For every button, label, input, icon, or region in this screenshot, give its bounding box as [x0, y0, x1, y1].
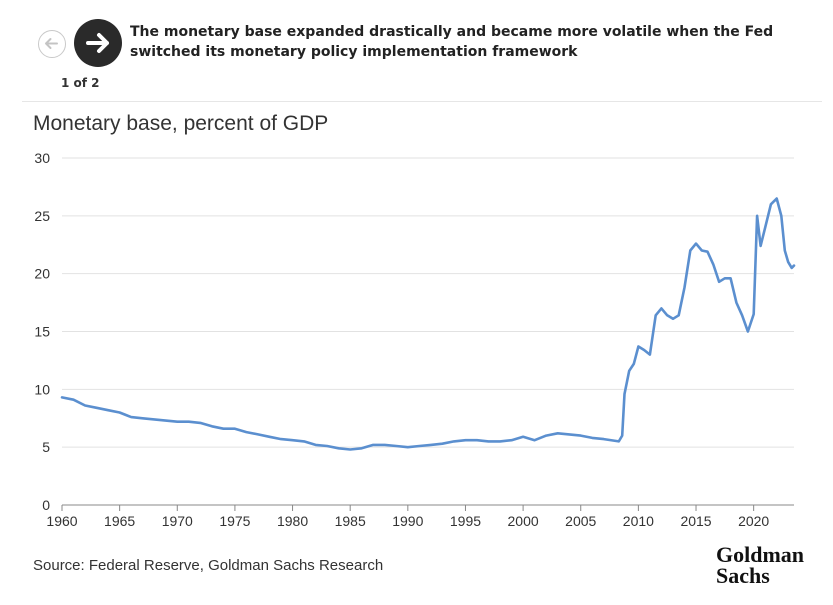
goldman-sachs-logo: Goldman Sachs	[716, 542, 816, 588]
x-tick-label: 1965	[104, 513, 135, 529]
y-tick-label: 30	[34, 150, 50, 166]
header-divider	[22, 101, 822, 102]
x-tick-label: 1995	[450, 513, 481, 529]
x-tick-label: 2020	[738, 513, 769, 529]
x-tick-label: 2005	[565, 513, 596, 529]
x-tick-label: 1960	[46, 513, 77, 529]
y-tick-label: 5	[42, 439, 50, 455]
source-note: Source: Federal Reserve, Goldman Sachs R…	[33, 557, 384, 574]
previous-button[interactable]	[38, 30, 66, 58]
y-tick-label: 20	[34, 266, 50, 282]
arrow-left-icon	[45, 38, 58, 49]
logo-line-2: Sachs	[716, 563, 770, 588]
line-chart: 0 5 10 15 20 25 30 1960 1965 1970 1975 1980 1985 1990…	[34, 150, 796, 529]
x-tick-label: 1975	[219, 513, 250, 529]
y-tick-label: 0	[42, 497, 50, 513]
slide-header: 1 of 2 The monetary base expanded drasti…	[0, 0, 833, 102]
series-line	[60, 197, 796, 451]
x-tick-label: 1970	[162, 513, 193, 529]
x-tick-label: 2010	[623, 513, 654, 529]
x-tick-label: 1985	[335, 513, 366, 529]
logo-line-1: Goldman	[716, 542, 805, 567]
pager-indicator: 1 of 2	[61, 76, 100, 90]
arrow-right-icon	[86, 33, 109, 53]
x-tick-label: 1980	[277, 513, 308, 529]
x-tick-label: 2000	[508, 513, 539, 529]
y-tick-label: 15	[34, 324, 50, 340]
x-tick-label: 2015	[680, 513, 711, 529]
slide-headline: The monetary base expanded drastically a…	[130, 24, 774, 60]
x-tick-label: 1990	[392, 513, 423, 529]
next-button[interactable]	[74, 19, 122, 67]
chart-title: Monetary base, percent of GDP	[33, 112, 329, 135]
y-tick-label: 10	[34, 381, 50, 397]
y-tick-label: 25	[34, 208, 50, 224]
